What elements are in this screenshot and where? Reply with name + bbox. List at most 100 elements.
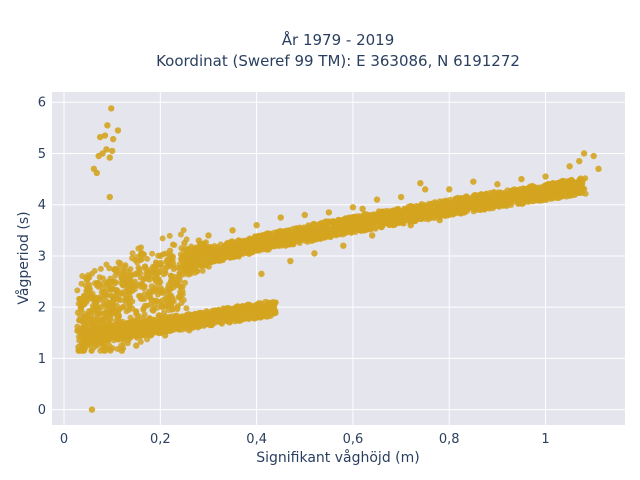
data-point bbox=[84, 327, 92, 334]
data-point bbox=[186, 320, 193, 327]
data-point bbox=[494, 181, 501, 188]
data-point bbox=[128, 285, 135, 292]
data-point bbox=[138, 249, 145, 256]
data-point bbox=[209, 254, 216, 261]
data-point bbox=[103, 261, 110, 268]
data-point bbox=[566, 192, 573, 199]
data-point bbox=[582, 175, 589, 182]
data-point bbox=[502, 192, 509, 199]
data-point bbox=[436, 216, 443, 224]
data-point bbox=[166, 232, 173, 239]
data-point bbox=[201, 314, 208, 321]
data-point bbox=[184, 257, 191, 264]
data-point bbox=[199, 267, 206, 274]
data-point bbox=[217, 241, 224, 248]
data-point bbox=[115, 307, 122, 314]
data-point bbox=[135, 264, 142, 271]
data-point bbox=[114, 312, 121, 319]
data-points bbox=[74, 105, 602, 413]
data-point bbox=[473, 206, 480, 213]
data-point bbox=[141, 290, 148, 297]
data-point bbox=[146, 288, 153, 295]
data-point bbox=[514, 188, 521, 195]
data-point bbox=[106, 193, 113, 201]
data-point bbox=[186, 262, 193, 269]
data-point bbox=[202, 321, 209, 328]
data-point bbox=[108, 344, 116, 352]
data-point bbox=[344, 228, 351, 235]
data-point bbox=[127, 266, 134, 273]
data-point bbox=[91, 267, 98, 274]
data-point bbox=[568, 176, 575, 183]
data-point bbox=[130, 327, 137, 334]
data-point bbox=[225, 317, 232, 324]
data-point bbox=[162, 268, 169, 275]
data-point bbox=[145, 272, 152, 279]
data-point bbox=[153, 298, 160, 305]
data-point bbox=[311, 250, 318, 257]
data-point bbox=[223, 305, 230, 312]
data-point bbox=[254, 246, 261, 253]
data-point bbox=[177, 288, 184, 295]
chart-title-line-1: År 1979 - 2019 bbox=[282, 30, 395, 49]
y-tick-label: 1 bbox=[38, 352, 46, 367]
data-point bbox=[264, 246, 271, 253]
data-point bbox=[128, 319, 135, 326]
data-point bbox=[423, 214, 430, 221]
data-point bbox=[157, 252, 164, 260]
data-point bbox=[436, 198, 443, 205]
data-point bbox=[472, 192, 479, 199]
data-point bbox=[331, 219, 338, 226]
data-point bbox=[287, 257, 294, 265]
data-point bbox=[397, 193, 405, 201]
data-point bbox=[86, 274, 93, 281]
data-point bbox=[258, 270, 265, 278]
data-point bbox=[103, 331, 110, 338]
data-point bbox=[211, 243, 218, 250]
data-point bbox=[80, 344, 87, 352]
data-point bbox=[302, 232, 309, 239]
data-point bbox=[186, 327, 193, 334]
data-point bbox=[88, 406, 96, 413]
data-point bbox=[117, 271, 124, 278]
data-point bbox=[133, 270, 140, 278]
data-point bbox=[176, 315, 183, 322]
data-point bbox=[259, 244, 266, 251]
data-point bbox=[163, 303, 170, 310]
data-point bbox=[580, 150, 588, 157]
data-point bbox=[263, 309, 270, 316]
data-point bbox=[407, 222, 414, 229]
x-tick-label: 0,2 bbox=[150, 432, 171, 447]
data-point bbox=[176, 294, 183, 301]
data-point bbox=[234, 306, 241, 313]
y-tick-label: 3 bbox=[38, 249, 46, 264]
data-point bbox=[425, 202, 432, 209]
data-point bbox=[306, 225, 313, 232]
data-point bbox=[255, 314, 262, 321]
data-point bbox=[346, 214, 353, 221]
data-point bbox=[155, 288, 162, 295]
data-point bbox=[113, 325, 120, 332]
data-point bbox=[379, 209, 386, 216]
data-point bbox=[129, 255, 136, 262]
data-point bbox=[150, 317, 157, 324]
data-point bbox=[301, 211, 308, 219]
data-point bbox=[101, 132, 109, 139]
data-point bbox=[490, 189, 497, 196]
data-point bbox=[245, 316, 252, 323]
data-point bbox=[178, 299, 185, 306]
data-point bbox=[147, 267, 154, 274]
data-point bbox=[104, 122, 111, 129]
data-point bbox=[214, 247, 222, 255]
data-point bbox=[109, 135, 117, 143]
data-point bbox=[197, 318, 204, 325]
data-point bbox=[99, 316, 106, 324]
data-point bbox=[345, 219, 352, 226]
data-point bbox=[277, 214, 284, 221]
data-point bbox=[89, 333, 96, 340]
data-point bbox=[98, 289, 105, 296]
data-point bbox=[576, 189, 583, 196]
data-point bbox=[484, 204, 491, 211]
data-point bbox=[257, 304, 264, 311]
